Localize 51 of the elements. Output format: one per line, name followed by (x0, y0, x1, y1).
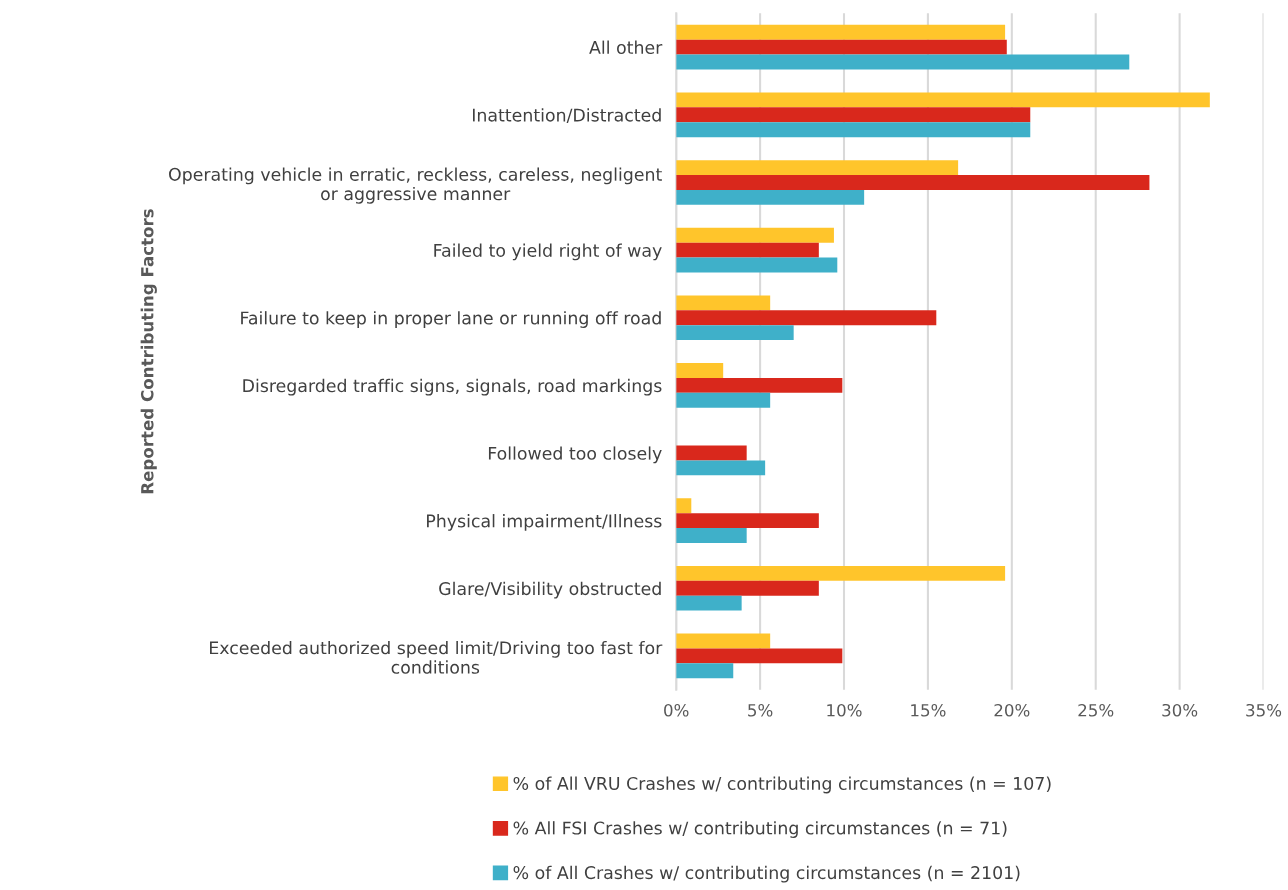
bar (676, 595, 742, 611)
bar (676, 175, 1150, 190)
bar (676, 445, 747, 461)
bar (676, 392, 771, 408)
bar (676, 663, 734, 679)
bar (676, 325, 794, 341)
bar (676, 377, 843, 393)
bar (676, 39, 1007, 55)
x-tick-label: 25% (1078, 703, 1114, 717)
bar (676, 633, 771, 649)
y-axis-title: Reported Contributing Factors (140, 209, 157, 494)
bar (676, 257, 838, 273)
bar (676, 565, 1006, 581)
y-tick-label: Glare/Visibility obstructed (439, 581, 661, 599)
bar (676, 498, 692, 514)
bar (676, 160, 959, 176)
y-tick-label: Disregarded traffic signs, signals, road markings (243, 378, 662, 396)
bar (676, 580, 819, 596)
bar (676, 107, 1031, 123)
x-tick-label: 5% (748, 703, 773, 717)
bar (676, 92, 1210, 108)
bar (676, 24, 1006, 40)
x-tick-label: 15% (911, 703, 946, 717)
bar (676, 227, 834, 243)
bar (676, 513, 819, 529)
y-tick-label: Exceeded authorized speed limit/Driving too fast for conditions (210, 640, 663, 674)
bar (676, 189, 865, 205)
x-tick-label: 30% (1162, 703, 1198, 717)
y-tick-label: Failed to yield right of way (434, 243, 662, 261)
y-tick-label: Failure to keep in proper lane or running off road (241, 311, 661, 328)
legend-label: % All FSI Crashes w/ contributing circumstances (n = 71) (513, 821, 1007, 838)
bar (676, 122, 1031, 138)
bar (676, 460, 766, 476)
bar (676, 363, 724, 378)
x-tick-label: 20% (994, 703, 1030, 717)
y-tick-label: Followed too closely (488, 446, 662, 464)
legend-label: % of All VRU Crashes w/ contributing circumstances (n = 107) (513, 776, 1051, 794)
bar (676, 528, 747, 543)
bar (676, 648, 843, 664)
y-tick-label: Operating vehicle in erratic, reckless, careless, negligent or aggressive manner (169, 167, 662, 204)
bar (676, 310, 937, 326)
x-tick-label: 35% (1246, 703, 1282, 717)
x-tick-label: 10% (827, 703, 862, 717)
bar (676, 54, 1130, 70)
x-tick-label: 0% (664, 703, 689, 717)
bar (676, 295, 771, 311)
y-tick-label: Physical impairment/Illness (427, 514, 662, 531)
legend-label: % of All Crashes w/ contributing circumstances (n = 2101) (513, 865, 1020, 883)
y-tick-label: All other (589, 40, 663, 55)
bar (676, 242, 819, 258)
y-tick-label: Inattention/Distracted (472, 108, 661, 124)
